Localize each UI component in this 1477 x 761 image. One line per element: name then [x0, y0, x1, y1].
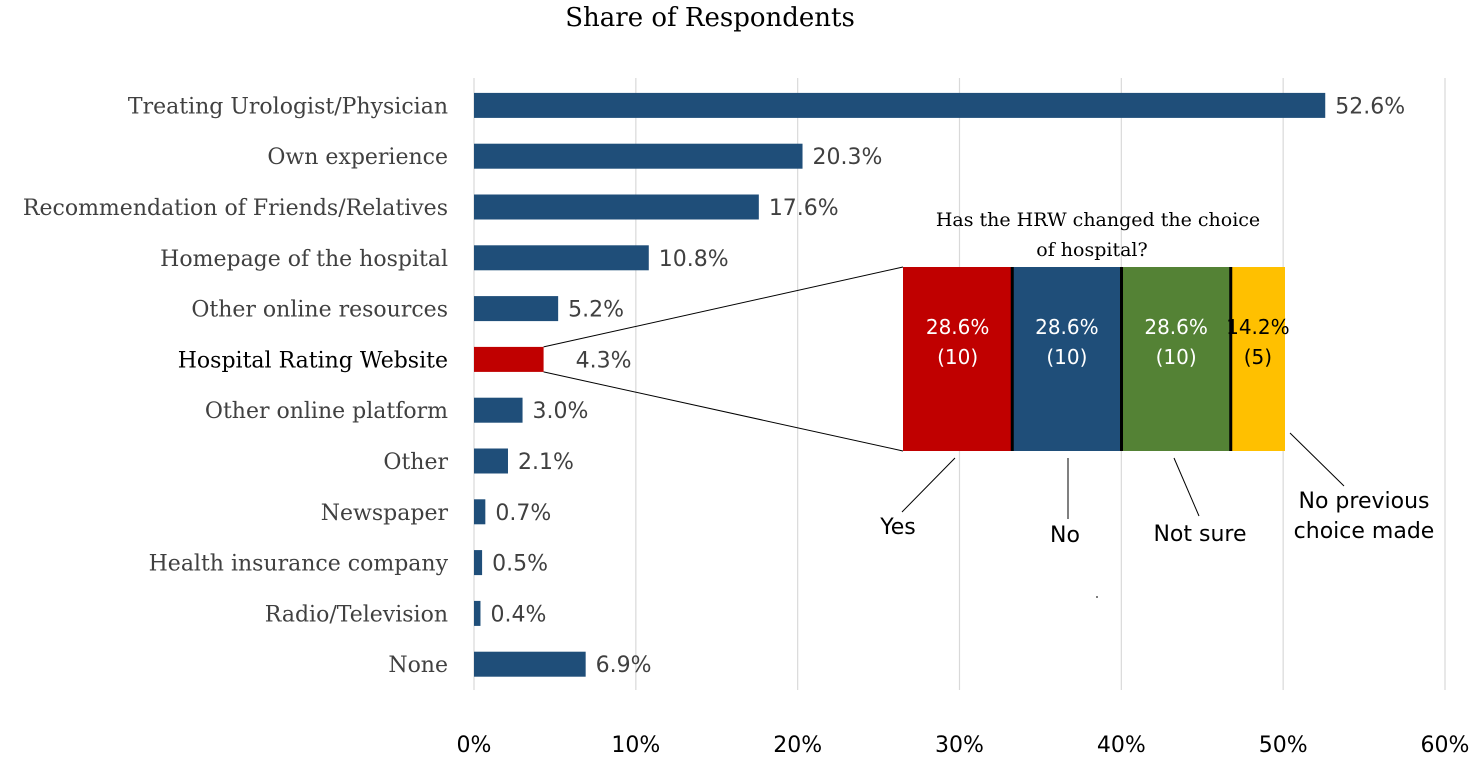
- value-label: 10.8%: [659, 247, 729, 272]
- x-tick-label-60: 60%: [1421, 733, 1470, 758]
- callout-line: [1289, 432, 1345, 487]
- inset-title-line-2: of hospital?: [1036, 239, 1147, 261]
- inset-segment-3: 14.2% (5) No previous choice made: [1226, 267, 1434, 544]
- bar: [474, 143, 803, 169]
- stray-dot: [1096, 596, 1098, 598]
- bar-row-11: None 6.9%: [388, 651, 652, 678]
- callout-label: Yes: [879, 515, 916, 540]
- x-tick-label-20: 20%: [773, 733, 822, 758]
- bar: [474, 397, 523, 423]
- category-label: Homepage of the hospital: [160, 247, 448, 272]
- segment-count-label: (10): [1156, 345, 1197, 369]
- segment-bar: [1121, 267, 1231, 451]
- bar-row-0: Treating Urologist/Physician 52.6%: [128, 92, 1405, 119]
- inset-segment-0: 28.6% (10) Yes: [879, 267, 1013, 540]
- category-label: Other: [383, 450, 448, 475]
- category-label: Radio/Television: [265, 602, 448, 627]
- value-label: 52.6%: [1335, 94, 1405, 119]
- bar-row-10: Radio/Television 0.4%: [265, 600, 546, 627]
- x-tick-label-30: 30%: [935, 733, 984, 758]
- segment-percent-label: 28.6%: [1144, 315, 1208, 339]
- x-tick-label-50: 50%: [1259, 733, 1308, 758]
- zoom-connector: [543, 266, 904, 452]
- bar-row-9: Health insurance company 0.5%: [149, 550, 548, 577]
- category-label: Own experience: [267, 145, 448, 170]
- category-label: Other online platform: [205, 399, 448, 424]
- bar: [474, 499, 486, 525]
- value-label: 2.1%: [518, 450, 574, 475]
- category-label: Other online resources: [191, 298, 448, 323]
- bar-series: Treating Urologist/Physician 52.6% Own exp…: [23, 92, 1405, 678]
- value-label: 0.4%: [490, 602, 546, 627]
- segment-bar: [903, 267, 1013, 451]
- bar-row-8: Newspaper 0.7%: [321, 499, 551, 526]
- callout-label: Not sure: [1153, 522, 1246, 547]
- bar-row-2: Recommendation of Friends/Relatives 17.6%: [23, 194, 839, 221]
- bar: [474, 296, 559, 322]
- segment-bar: [1230, 267, 1285, 451]
- inset-stacked-bar: Has the HRW changed the choice of hospita…: [879, 209, 1434, 548]
- bar: [474, 194, 759, 220]
- value-label: 5.2%: [568, 298, 624, 323]
- bar-row-5: Hospital Rating Website 4.3%: [178, 346, 632, 373]
- bar: [474, 346, 544, 372]
- inset-segment-1: 28.6% (10) No: [1012, 267, 1122, 548]
- category-label: Recommendation of Friends/Relatives: [23, 196, 448, 221]
- bar: [474, 550, 483, 576]
- bar-row-1: Own experience 20.3%: [267, 143, 883, 170]
- value-label: 4.3%: [576, 348, 632, 373]
- inset-segment-2: 28.6% (10) Not sure: [1121, 267, 1247, 547]
- callout-label: No previous: [1299, 489, 1430, 514]
- segment-bar: [1012, 267, 1122, 451]
- callout-label: No: [1050, 523, 1080, 548]
- category-label: Newspaper: [321, 501, 449, 526]
- segment-percent-label: 28.6%: [1035, 315, 1099, 339]
- category-label: Hospital Rating Website: [178, 348, 448, 373]
- segment-count-label: (5): [1244, 345, 1272, 369]
- zoom-line-top: [543, 266, 904, 348]
- x-tick-label-10: 10%: [611, 733, 660, 758]
- callout-line: [901, 457, 956, 513]
- segment-count-label: (10): [937, 345, 978, 369]
- segment-count-label: (10): [1046, 345, 1087, 369]
- bar: [474, 651, 586, 677]
- bar: [474, 600, 481, 626]
- bar: [474, 448, 508, 474]
- bar-row-4: Other online resources 5.2%: [191, 296, 624, 323]
- x-axis-ticks: 0% 10% 20% 30% 40% 50% 60%: [457, 733, 1470, 758]
- bar-row-6: Other online platform 3.0%: [205, 397, 589, 424]
- category-label: Health insurance company: [149, 552, 449, 577]
- value-label: 17.6%: [769, 196, 839, 221]
- bar-row-3: Homepage of the hospital 10.8%: [160, 245, 729, 272]
- category-label: None: [388, 653, 448, 678]
- inset-title-line-1: Has the HRW changed the choice: [936, 209, 1260, 231]
- x-tick-label-40: 40%: [1097, 733, 1146, 758]
- bar: [474, 245, 649, 271]
- x-tick-label-0: 0%: [457, 733, 492, 758]
- value-label: 3.0%: [533, 399, 589, 424]
- category-label: Treating Urologist/Physician: [128, 94, 448, 119]
- callout-label: choice made: [1294, 519, 1435, 544]
- value-label: 0.7%: [495, 501, 551, 526]
- bar-row-7: Other 2.1%: [383, 448, 574, 475]
- value-label: 0.5%: [492, 552, 548, 577]
- bar: [474, 92, 1326, 118]
- value-label: 6.9%: [596, 653, 652, 678]
- segment-percent-label: 28.6%: [926, 315, 990, 339]
- callout-line: [1173, 457, 1200, 517]
- value-label: 20.3%: [813, 145, 883, 170]
- segment-percent-label: 14.2%: [1226, 315, 1290, 339]
- zoom-line-bottom: [543, 371, 904, 452]
- chart-title: Share of Respondents: [565, 3, 855, 33]
